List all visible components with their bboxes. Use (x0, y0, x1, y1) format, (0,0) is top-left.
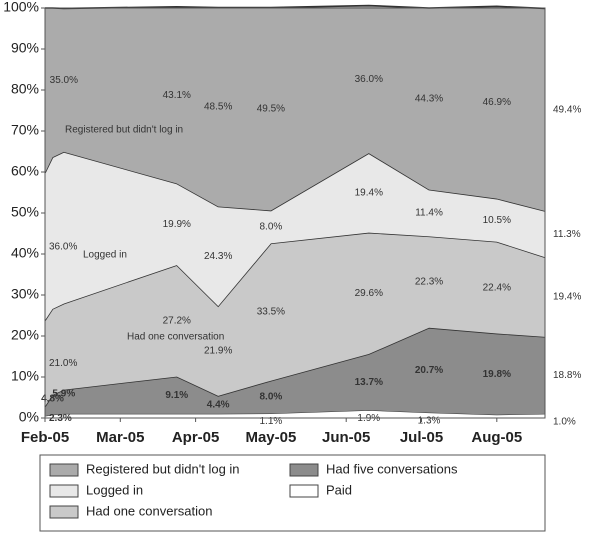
legend-label: Had one conversation (86, 503, 212, 518)
data-label: 36.0% (355, 74, 383, 85)
data-label: 19.4% (355, 188, 383, 199)
data-label: 20.7% (415, 365, 443, 376)
data-label: 9.1% (165, 390, 188, 401)
data-label: 4.8% (41, 394, 64, 405)
legend-swatch (49, 484, 79, 498)
data-label: 36.0% (49, 241, 77, 252)
x-tick-label: Mar-05 (96, 429, 144, 446)
data-label: 5.9% (52, 388, 75, 399)
x-tick-label: Apr-05 (172, 429, 220, 446)
area (45, 151, 545, 321)
data-label: 22.3% (415, 277, 443, 288)
y-tick-label: 10% (11, 368, 39, 384)
data-label: 29.6% (355, 288, 383, 299)
legend-label: Logged in (86, 482, 143, 497)
legend-swatch (289, 484, 319, 498)
y-tick-label: 80% (11, 81, 39, 97)
legend-swatch (49, 505, 79, 519)
data-label: 48.5% (204, 102, 232, 113)
series-annotation: Registered but didn't log in (65, 125, 183, 136)
data-label: 2.3% (49, 413, 72, 424)
data-label: 21.0% (49, 358, 77, 369)
legend-label: Registered but didn't log in (86, 461, 240, 476)
data-label: 21.9% (204, 346, 232, 357)
legend-swatch (49, 463, 79, 477)
data-label: 1.3% (418, 415, 441, 426)
x-tick-label: Jun-05 (322, 429, 370, 446)
area (45, 327, 545, 416)
data-label: 19.4% (553, 292, 581, 303)
x-tick-label: Aug-05 (471, 429, 522, 446)
data-label: 33.5% (257, 307, 285, 318)
y-tick-label: 0% (19, 409, 39, 425)
x-tick-label: Jul-05 (400, 429, 443, 446)
data-label: 43.1% (163, 90, 191, 101)
data-label: 46.9% (483, 97, 511, 108)
data-label: 8.0% (260, 392, 283, 403)
legend-label: Had five conversations (326, 461, 458, 476)
y-tick-label: 30% (11, 286, 39, 302)
data-label: 11.3% (553, 229, 581, 240)
area (45, 232, 545, 407)
y-tick-label: 90% (11, 40, 39, 56)
data-label: 13.7% (355, 377, 383, 388)
legend-swatch (289, 463, 319, 477)
data-label: 49.4% (553, 104, 581, 115)
data-label: 44.3% (415, 93, 443, 104)
data-label: 8.0% (260, 222, 283, 233)
y-tick-label: 20% (11, 327, 39, 343)
series-annotation: Had one conversation (127, 332, 224, 343)
data-label: 19.8% (483, 369, 511, 380)
y-tick-label: 100% (3, 0, 39, 15)
data-label: 11.4% (415, 208, 443, 219)
data-label: 24.3% (204, 251, 232, 262)
y-tick-label: 60% (11, 163, 39, 179)
data-label: 49.5% (257, 104, 285, 115)
data-label: 19.9% (163, 219, 191, 230)
data-label: 1.0% (553, 417, 576, 428)
x-tick-label: May-05 (245, 429, 296, 446)
y-tick-label: 40% (11, 245, 39, 261)
legend-label: Paid (326, 482, 352, 497)
x-tick-label: Feb-05 (21, 429, 69, 446)
data-label: 18.8% (553, 370, 581, 381)
data-label: 27.2% (163, 315, 191, 326)
data-label: 10.5% (483, 215, 511, 226)
y-tick-label: 50% (11, 204, 39, 220)
data-label: 35.0% (50, 75, 78, 86)
series-annotation: Logged in (83, 250, 127, 261)
data-label: 22.4% (483, 282, 511, 293)
y-tick-label: 70% (11, 122, 39, 138)
data-label: 4.4% (207, 400, 230, 411)
area (45, 5, 545, 211)
area (45, 410, 545, 418)
